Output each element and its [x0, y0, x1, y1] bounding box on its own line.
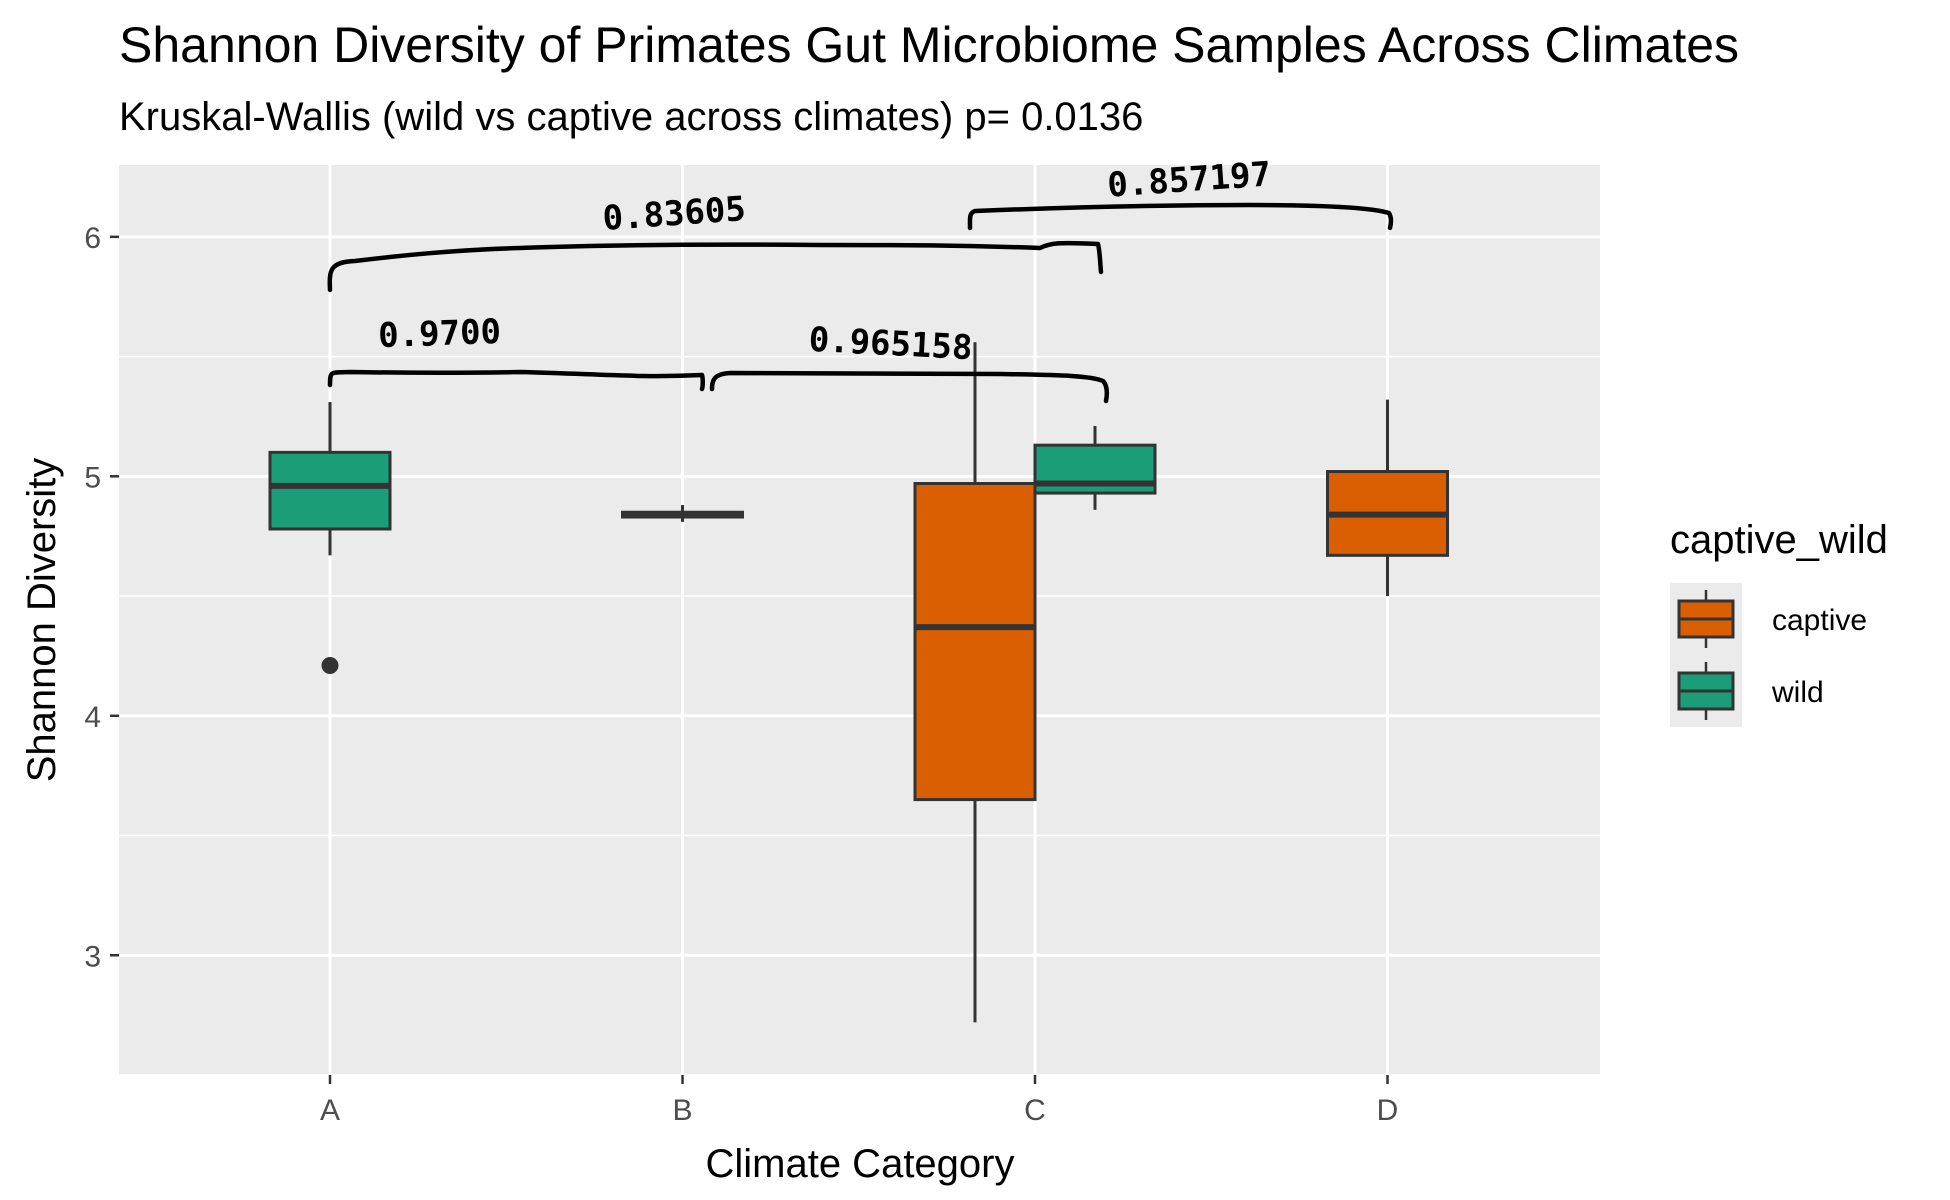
- annotation-bracket: [327, 240, 1104, 293]
- boxes: [268, 342, 1449, 1023]
- plot-panel: [119, 165, 1600, 1075]
- legend-title: captive_wild: [1670, 518, 1888, 562]
- outlier-point: [321, 657, 339, 674]
- annotation-pvalue: 0.9700: [378, 312, 502, 356]
- annotation-bracket: [709, 370, 1110, 404]
- annotation-pvalue: 0.965158: [808, 320, 974, 369]
- y-tick-label: 4: [84, 701, 101, 734]
- legend-label: captive: [1772, 604, 1867, 637]
- box-wild-A: [268, 402, 392, 674]
- annotation-bracket: [327, 369, 705, 392]
- annotation-A-B: 0.9700: [327, 312, 705, 392]
- grid-minor: [119, 355, 1600, 1076]
- legend-label: wild: [1771, 676, 1824, 709]
- x-axis: A B C D: [320, 1075, 1398, 1127]
- x-tick-label: A: [320, 1094, 340, 1127]
- box-wild-C: [1033, 426, 1157, 510]
- box-wild-B: [621, 505, 744, 522]
- x-tick-label: B: [672, 1094, 692, 1127]
- chart-title: Shannon Diversity of Primates Gut Microb…: [119, 17, 1739, 73]
- y-axis-title: Shannon Diversity: [20, 458, 64, 783]
- box-captive-C: [913, 342, 1037, 1023]
- y-tick-label: 6: [84, 222, 101, 255]
- box-captive-D: [1326, 399, 1449, 597]
- x-axis-title: Climate Category: [705, 1142, 1014, 1186]
- x-tick-label: C: [1024, 1094, 1046, 1127]
- y-tick-label: 3: [84, 940, 101, 973]
- box-body: [913, 482, 1037, 802]
- annotation-bracket: [967, 202, 1394, 231]
- y-tick-label: 5: [84, 461, 101, 494]
- legend: captive_wild captive wild: [1670, 518, 1888, 727]
- annotation-B-C: 0.965158: [709, 320, 1110, 404]
- x-tick-label: D: [1377, 1094, 1399, 1127]
- annotation-pvalue: 0.83605: [601, 189, 747, 239]
- y-axis: 3 4 5 6: [84, 222, 119, 973]
- legend-entry-wild: wild: [1677, 662, 1824, 720]
- annotation-A-C: 0.83605: [327, 189, 1104, 293]
- box-body: [268, 450, 392, 531]
- legend-entry-captive: captive: [1677, 590, 1867, 648]
- chart-subtitle: Kruskal-Wallis (wild vs captive across c…: [119, 95, 1143, 139]
